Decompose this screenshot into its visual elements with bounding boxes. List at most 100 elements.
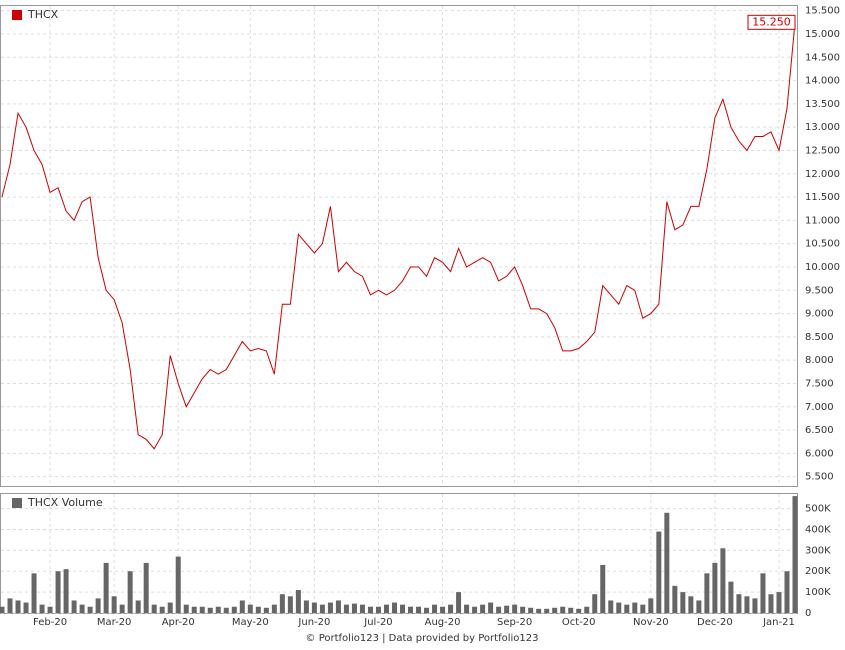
y-tick-label: 10.000 [805,262,840,273]
y-tick-label: 11.500 [805,192,840,203]
volume-bar [760,573,766,613]
volume-bar [784,571,790,613]
volume-bar [271,604,277,613]
y-tick-label: 200K [805,566,831,577]
volume-bar [287,596,293,613]
volume-bar [311,602,317,613]
volume-bar [552,607,558,613]
x-tick-label: Nov-20 [633,617,669,628]
y-tick-label: 6.000 [805,448,834,459]
volume-bar [472,606,478,613]
volume-bar [680,592,686,613]
volume-bar [247,604,253,613]
volume-bar [456,592,462,613]
volume-bar [55,571,61,613]
volume-panel [0,493,798,614]
volume-bar [648,598,654,613]
volume-bar [303,600,309,613]
y-tick-label: 13.000 [805,122,840,133]
volume-bar [295,590,301,613]
y-tick-label: 15.500 [805,6,840,17]
volume-bar [696,600,702,613]
volume-bar [688,596,694,613]
volume-bar [335,600,341,613]
volume-bar [728,581,734,613]
volume-bar [87,606,93,613]
y-tick-label: 7.500 [805,378,834,389]
volume-bar [440,606,446,613]
x-tick-label: Mar-20 [97,617,132,628]
volume-bar [383,604,389,613]
volume-bar [159,606,165,613]
volume-bar [488,602,494,613]
volume-bar [31,573,37,613]
volume-bar [367,606,373,613]
volume-bar [584,606,590,613]
y-tick-label: 8.000 [805,355,834,366]
volume-bar [343,604,349,613]
x-tick-label: Dec-20 [697,617,733,628]
volume-bar [255,606,261,613]
y-tick-label: 9.500 [805,285,834,296]
volume-bar [736,594,742,613]
volume-bar [528,607,534,613]
volume-bar [143,562,149,613]
y-tick-label: 7.000 [805,402,834,413]
volume-bar [632,602,638,613]
volume-bar [496,606,502,613]
y-tick-label: 8.500 [805,332,834,343]
price-tag-box [747,14,796,30]
y-tick-label: 10.500 [805,239,840,250]
volume-bar [135,600,141,613]
volume-bar [720,548,726,613]
volume-bar [7,598,13,613]
x-tick-label: Feb-20 [33,617,67,628]
legend-label: THCX Volume [27,496,103,509]
volume-bar [127,571,133,613]
y-tick-label: 0 [805,608,811,619]
volume-bar [207,607,213,613]
volume-bar [616,602,622,613]
volume-bar [400,604,406,613]
volume-bar [600,564,606,613]
volume-bar [640,604,646,613]
volume-bar [79,604,85,613]
volume-bar [199,606,205,613]
volume-bar [792,496,798,613]
volume-bar [23,602,29,613]
volume-bar [63,569,69,613]
volume-bar [544,608,550,613]
volume-bar [480,604,486,613]
volume-bar [215,606,221,613]
volume-bar [351,603,357,613]
x-tick-label: Aug-20 [425,617,461,628]
y-tick-label: 12.000 [805,169,840,180]
volume-bar [151,604,157,613]
footer: © Portfolio123 | Data provided by Portfo… [306,633,539,644]
volume-bar [0,606,5,613]
volume-bar [560,606,566,613]
volume-bar [223,607,229,613]
y-tick-label: 500K [805,504,831,515]
volume-bar [464,604,470,613]
x-tick-label: Jun-20 [297,617,330,628]
volume-bar [231,606,237,613]
volume-bar [103,562,109,613]
x-tick-label: Jan-21 [762,617,795,628]
volume-bar [752,598,758,613]
y-tick-label: 13.500 [805,99,840,110]
volume-bar [768,594,774,613]
y-tick-label: 400K [805,524,831,535]
volume-bar [95,598,101,613]
volume-bar [39,604,45,613]
y-tick-label: 11.000 [805,215,840,226]
y-tick-label: 14.000 [805,76,840,87]
volume-bar [536,608,542,613]
volume-bar [375,606,381,613]
volume-bar [327,602,333,613]
volume-bar [448,604,454,613]
x-tick-label: Oct-20 [562,617,596,628]
y-tick-label: 100K [805,587,831,598]
volume-bar [167,602,173,613]
y-tick-label: 12.500 [805,145,840,156]
